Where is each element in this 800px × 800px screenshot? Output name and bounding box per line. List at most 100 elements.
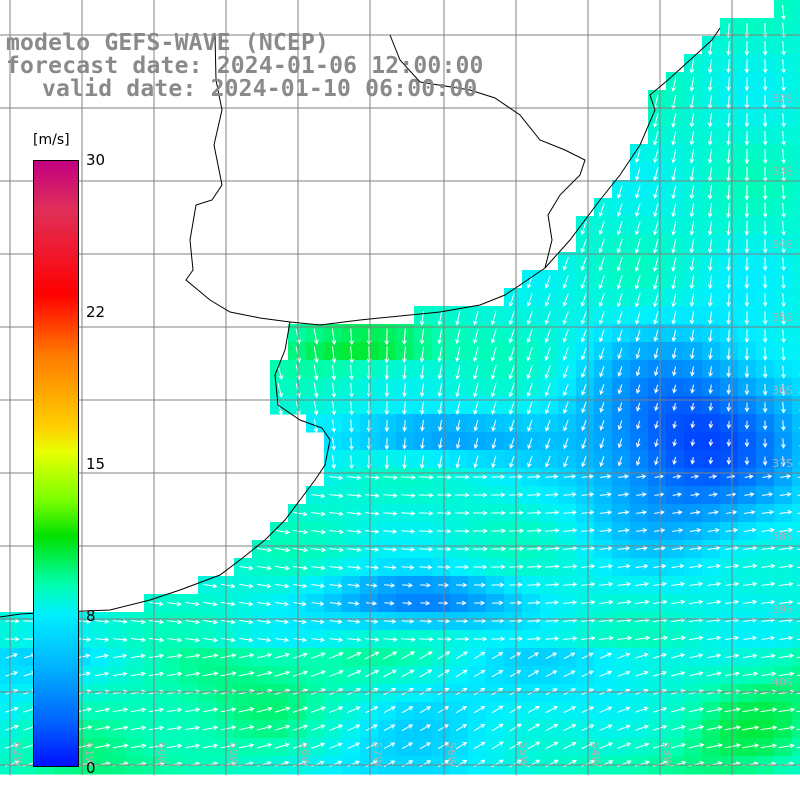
wind-arrow [527,419,533,432]
wind-arrow [526,365,533,380]
wind-arrow [474,600,486,606]
wind-arrow [726,347,731,361]
wind-arrow [598,275,605,290]
wind-arrow [384,383,390,398]
wind-arrow [383,565,397,570]
wind-arrow [419,328,425,345]
wind-arrow [779,509,793,515]
wind-arrow [365,724,378,732]
wind-arrow [708,421,714,429]
wind-arrow [402,455,407,470]
wind-arrow [670,724,686,731]
wind-arrow [654,528,666,533]
wind-arrow [726,221,731,236]
wind-arrow [148,725,165,731]
wind-arrow [508,401,515,415]
wind-arrow [292,547,309,553]
wind-arrow [635,742,650,749]
wind-arrow [329,724,344,731]
wind-arrow [329,493,344,499]
wind-arrow [130,671,146,677]
wind-arrow [349,419,354,433]
wind-arrow [689,293,695,308]
wind-arrow [347,493,362,499]
wind-arrow [5,671,19,677]
wind-arrow [707,149,713,164]
wind-arrow [562,329,569,343]
wind-arrow [491,419,497,432]
wind-arrow [671,528,684,533]
wind-arrow [672,492,683,497]
wind-cell [792,144,800,163]
wind-arrow [401,493,416,498]
wind-arrow [473,546,488,552]
wind-arrow [781,202,786,219]
wind-arrow [744,365,750,379]
wind-arrow [509,741,523,750]
wind-arrow [744,402,750,413]
wind-arrow [347,601,360,606]
wind-arrow [744,77,750,92]
wind-arrow [761,527,775,533]
wind-arrow [329,475,344,481]
wind-arrow [238,707,255,713]
wind-arrow [545,564,560,569]
wind-arrow [762,456,768,467]
wind-arrow [437,742,450,750]
wind-arrow [617,510,630,515]
wind-arrow [580,275,587,290]
wind-arrow [491,510,506,516]
wind-arrow [419,636,434,642]
wind-arrow [311,742,326,749]
wind-arrow [708,457,714,465]
wind-cell [792,90,800,109]
wind-arrow [95,671,110,677]
wind-arrow [420,600,431,606]
wind-arrow [473,582,486,588]
wind-arrow [220,743,237,749]
wind-arrow [778,671,795,677]
wind-arrow [310,547,327,553]
wind-arrow [384,328,390,346]
wind-arrow [292,511,308,517]
wind-arrow [331,419,337,433]
wind-arrow [347,547,362,553]
wind-arrow [473,705,486,714]
wind-arrow [256,742,273,749]
wind-arrow [635,167,641,181]
wind-arrow [491,705,504,714]
wind-arrow [455,759,468,768]
wind-arrow [707,599,722,605]
wind-arrow [689,528,702,533]
wind-arrow [365,760,378,767]
wind-arrow [184,653,201,659]
wind-arrow [384,419,390,433]
wind-arrow [166,743,183,749]
wind-arrow [635,546,648,551]
wind-arrow [384,346,390,364]
wind-arrow [689,581,704,587]
wind-arrow [203,601,218,607]
wind-arrow [599,724,613,731]
wind-arrow [527,510,542,515]
wind-arrow [617,546,631,551]
wind-arrow [473,651,486,660]
wind-cell [792,450,800,469]
wind-arrow [527,636,542,642]
wind-arrow [437,724,450,732]
wind-arrow [437,346,443,363]
wind-arrow [401,564,415,570]
wind-cell [792,324,800,343]
wind-arrow [635,599,650,605]
wind-arrow [762,221,768,236]
wind-cell [792,270,800,289]
wind-arrow [762,347,768,361]
wind-arrow [545,455,551,468]
wind-arrow [274,529,291,535]
wind-arrow [762,77,768,92]
wind-arrow [491,437,497,450]
wind-arrow [419,760,432,768]
wind-arrow [257,619,272,625]
wind-arrow [653,275,659,290]
wind-arrow [744,221,750,236]
